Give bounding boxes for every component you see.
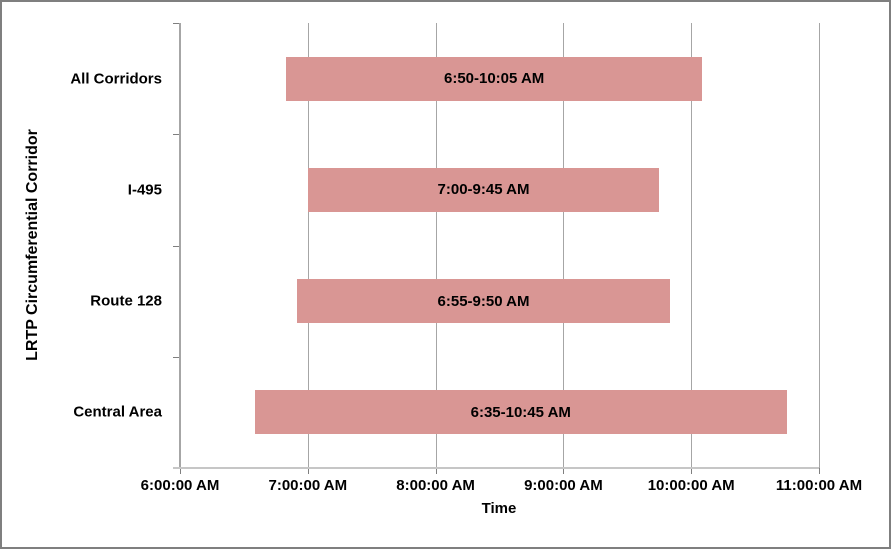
- category-label: I-495: [127, 181, 162, 199]
- bar-time-range-label: 7:00-9:45 AM: [437, 181, 530, 199]
- x-axis-line: [173, 467, 819, 469]
- x-axis-tick: [180, 468, 181, 474]
- y-axis-tick: [173, 246, 179, 247]
- x-axis-tick: [691, 468, 693, 474]
- y-axis-tick: [173, 357, 179, 358]
- x-axis-tick-label: 8:00:00 AM: [396, 477, 475, 494]
- bar-time-range-label: 6:35-10:45 AM: [470, 403, 571, 421]
- major-gridline: [691, 23, 693, 468]
- duration-bar: 6:50-10:05 AM: [286, 56, 702, 101]
- x-axis-tick-label: 7:00:00 AM: [268, 477, 348, 494]
- major-gridline: [307, 23, 309, 468]
- y-axis-tick: [173, 23, 179, 24]
- x-axis-tick-label: 10:00:00 AM: [647, 477, 735, 494]
- x-axis-tick: [307, 468, 309, 474]
- major-gridline: [435, 23, 437, 468]
- x-axis-tick: [435, 468, 437, 474]
- bar-time-range-label: 6:50-10:05 AM: [443, 70, 545, 88]
- category-label: Route 128: [90, 292, 162, 310]
- y-axis-line: [179, 23, 181, 468]
- bar-time-range-label: 6:55-9:50 AM: [437, 292, 530, 310]
- x-axis-tick: [563, 468, 565, 474]
- x-axis-tick-label: 6:00:00 AM: [140, 477, 220, 494]
- x-axis-tick-label: 11:00:00 AM: [775, 477, 863, 494]
- category-label: Central Area: [73, 403, 162, 421]
- duration-bar: 6:55-9:50 AM: [297, 279, 670, 324]
- x-axis-tick: [819, 468, 820, 474]
- major-gridline: [563, 23, 565, 468]
- major-gridline: [819, 23, 820, 468]
- y-axis-tick: [173, 134, 179, 135]
- x-axis-title: Time: [481, 500, 517, 517]
- duration-bar: 7:00-9:45 AM: [307, 167, 660, 212]
- duration-bar: 6:35-10:45 AM: [254, 390, 788, 435]
- category-label: All Corridors: [70, 70, 162, 88]
- x-axis-tick-label: 9:00:00 AM: [524, 477, 603, 494]
